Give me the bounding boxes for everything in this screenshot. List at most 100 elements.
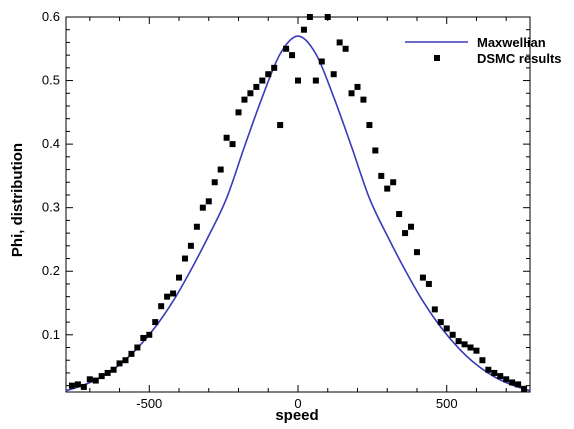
dsmc-point <box>295 77 301 84</box>
dsmc-point <box>443 325 450 332</box>
dsmc-point <box>509 379 516 386</box>
legend-dsmc-label: DSMC results <box>477 51 562 66</box>
dsmc-point <box>312 77 319 84</box>
x-tick-label: 500 <box>436 396 458 411</box>
dsmc-point <box>372 147 379 154</box>
dsmc-point <box>92 377 99 384</box>
y-tick-label: 0.5 <box>42 73 60 88</box>
dsmc-point <box>164 293 171 300</box>
dsmc-point <box>247 90 254 97</box>
dsmc-point <box>366 122 373 129</box>
dsmc-point <box>74 381 81 388</box>
dsmc-point <box>283 45 290 52</box>
dsmc-point <box>86 376 93 383</box>
dsmc-point <box>336 39 343 46</box>
dsmc-point <box>140 334 147 341</box>
legend-dsmc-swatch <box>434 55 440 61</box>
dsmc-point <box>473 347 480 354</box>
dsmc-point <box>128 350 135 357</box>
dsmc-point <box>259 77 266 84</box>
dsmc-point <box>193 223 200 230</box>
plot-frame <box>65 16 531 393</box>
dsmc-point <box>229 141 236 148</box>
dsmc-point <box>330 71 337 78</box>
dsmc-point <box>348 90 355 97</box>
dsmc-point <box>437 319 444 326</box>
dsmc-point <box>187 242 194 249</box>
dsmc-point <box>176 274 183 281</box>
dsmc-point <box>217 166 224 173</box>
dsmc-point <box>479 357 486 364</box>
y-axis-label: Phi, distribution <box>9 143 26 257</box>
dsmc-point <box>158 303 165 310</box>
dsmc-point <box>390 179 397 186</box>
dsmc-point <box>181 255 188 262</box>
legend-maxwellian-label: Maxwellian <box>477 35 546 50</box>
dsmc-point <box>122 357 129 364</box>
dsmc-point <box>515 381 522 388</box>
dsmc-point <box>211 179 218 186</box>
maxwellian-line <box>65 35 531 392</box>
dsmc-point <box>265 71 272 78</box>
y-tick-label: 0.6 <box>42 9 60 24</box>
dsmc-point <box>223 134 230 141</box>
dsmc-point <box>146 331 153 338</box>
maxwellian-curve-layer <box>65 35 531 392</box>
dsmc-point <box>104 369 111 376</box>
dsmc-point <box>360 96 367 103</box>
dsmc-point <box>461 341 468 348</box>
dsmc-point <box>467 344 474 351</box>
dsmc-point <box>170 290 177 297</box>
y-tick-label: 0.2 <box>42 263 60 278</box>
x-tick-label: 0 <box>294 396 301 411</box>
dsmc-point <box>396 211 403 218</box>
dsmc-point <box>199 204 206 211</box>
dsmc-point <box>384 185 391 192</box>
dsmc-point <box>342 45 349 52</box>
dsmc-point <box>152 319 159 326</box>
dsmc-point <box>408 223 415 230</box>
dsmc-point <box>253 83 260 90</box>
dsmc-point <box>354 83 361 90</box>
dsmc-point <box>497 373 504 380</box>
dsmc-point <box>110 366 117 373</box>
dsmc-point <box>68 382 75 389</box>
dsmc-point <box>413 249 420 256</box>
dsmc-point <box>402 230 409 237</box>
dsmc-point <box>98 373 105 380</box>
dsmc-point <box>116 360 123 367</box>
dsmc-point <box>205 198 212 205</box>
y-tick-label: 0.3 <box>42 200 60 215</box>
dsmc-point <box>318 58 325 65</box>
dsmc-point <box>503 376 510 383</box>
x-tick-label: -500 <box>136 396 162 411</box>
dsmc-point <box>455 338 462 345</box>
dsmc-point <box>300 26 307 33</box>
plot-border <box>65 16 531 393</box>
dsmc-point <box>306 14 313 20</box>
dsmc-point <box>378 172 385 179</box>
dsmc-point <box>277 122 284 129</box>
dsmc-point <box>449 331 456 338</box>
y-tick-label: 0.4 <box>42 136 60 151</box>
dsmc-point <box>289 52 296 59</box>
dsmc-point <box>271 64 278 71</box>
dsmc-point <box>521 385 528 392</box>
dsmc-point <box>425 280 432 287</box>
dsmc-point <box>491 369 498 376</box>
dsmc-point <box>241 96 248 103</box>
x-axis-label: speed <box>275 407 318 424</box>
dsmc-point <box>134 344 141 351</box>
y-tick-label: 0.1 <box>42 327 60 342</box>
dsmc-point <box>431 306 438 313</box>
y-axis-ticks: 0.1 0.2 0.3 0.4 0.5 0.6 <box>42 9 530 387</box>
dsmc-point <box>324 14 331 20</box>
dsmc-point <box>80 383 87 390</box>
dsmc-point <box>419 274 426 281</box>
dsmc-point <box>485 366 492 373</box>
dsmc-point <box>235 109 242 116</box>
dsmc-points-layer <box>68 14 528 392</box>
